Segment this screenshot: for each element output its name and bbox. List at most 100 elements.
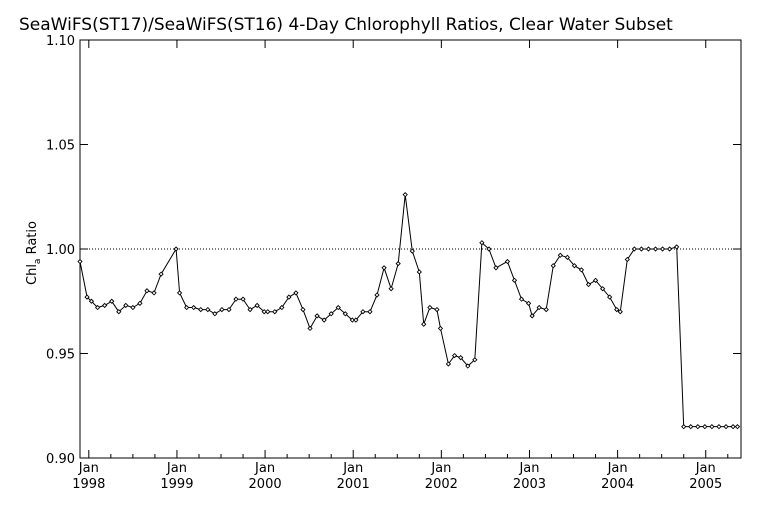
data-point bbox=[511, 277, 518, 283]
data-point bbox=[659, 246, 666, 252]
data-point bbox=[353, 317, 359, 323]
data-point bbox=[137, 300, 143, 306]
data-point bbox=[240, 296, 246, 302]
x-tick-label-year: 1998 bbox=[72, 477, 105, 492]
data-point bbox=[402, 192, 408, 198]
y-tick-label: 0.95 bbox=[46, 348, 75, 363]
x-tick-label-month: Jan bbox=[607, 461, 628, 476]
data-point bbox=[709, 424, 715, 430]
data-point bbox=[607, 294, 613, 300]
data-point bbox=[116, 309, 122, 315]
data-point bbox=[525, 300, 532, 306]
y-axis-label-main: Chl bbox=[25, 264, 40, 285]
series-line bbox=[79, 194, 738, 428]
data-point bbox=[723, 424, 729, 430]
data-point bbox=[688, 424, 694, 430]
data-point bbox=[77, 258, 83, 265]
data-point bbox=[666, 246, 673, 252]
data-point bbox=[472, 357, 478, 363]
data-point bbox=[176, 290, 183, 296]
chart-title: SeaWiFS(ST17)/SeaWiFS(ST16) 4-Day Chloro… bbox=[19, 15, 673, 35]
data-point bbox=[451, 352, 458, 359]
y-axis: 0.90 0.95 1.00 1.05 1.10 bbox=[46, 34, 741, 467]
data-point bbox=[416, 269, 422, 275]
data-point bbox=[254, 302, 260, 309]
data-point bbox=[617, 309, 623, 315]
data-point bbox=[173, 246, 179, 252]
x-tick-label-year: 2000 bbox=[249, 477, 282, 492]
x-tick-label-month: Jan bbox=[695, 461, 716, 476]
data-point bbox=[88, 298, 95, 304]
data-point bbox=[144, 288, 150, 294]
data-point bbox=[233, 296, 239, 302]
data-point bbox=[421, 321, 427, 327]
x-tick-label-year: 2003 bbox=[513, 477, 546, 492]
data-point bbox=[645, 246, 652, 252]
data-point bbox=[437, 325, 444, 332]
data-point bbox=[578, 267, 585, 273]
data-point bbox=[479, 240, 485, 246]
data-point bbox=[445, 361, 452, 367]
x-tick-label-month: Jan bbox=[518, 461, 539, 476]
data-point bbox=[434, 306, 440, 313]
data-point bbox=[300, 306, 306, 313]
data-point bbox=[585, 281, 592, 288]
data-point bbox=[465, 363, 471, 369]
data-point bbox=[205, 306, 211, 313]
data-point bbox=[638, 246, 645, 252]
data-point bbox=[695, 424, 701, 430]
x-tick-label-month: Jan bbox=[430, 461, 451, 476]
data-point bbox=[335, 304, 341, 311]
data-point bbox=[614, 306, 620, 313]
y-axis-label: Chla Ratio bbox=[25, 221, 43, 285]
data-point bbox=[151, 290, 157, 296]
data-point bbox=[184, 304, 190, 311]
x-tick-label-month: Jan bbox=[254, 461, 275, 476]
x-tick-label-year: 2002 bbox=[425, 477, 458, 492]
data-point bbox=[272, 309, 278, 315]
data-point bbox=[571, 263, 578, 269]
x-tick-label-month: Jan bbox=[342, 461, 363, 476]
data-point bbox=[652, 246, 659, 252]
data-point bbox=[409, 248, 415, 254]
data-point bbox=[367, 309, 373, 315]
data-point bbox=[342, 311, 348, 317]
data-point bbox=[102, 302, 108, 309]
x-tick-label-month: Jan bbox=[166, 461, 187, 476]
x-tick-label-year: 2001 bbox=[337, 477, 370, 492]
data-point bbox=[674, 244, 680, 250]
data-point bbox=[536, 304, 542, 311]
data-point bbox=[94, 304, 101, 311]
data-point bbox=[247, 306, 253, 313]
data-point bbox=[550, 263, 556, 269]
y-tick-label: 1.00 bbox=[46, 243, 75, 258]
x-tick-label-year: 1999 bbox=[160, 477, 193, 492]
data-point bbox=[427, 304, 433, 311]
data-point bbox=[279, 304, 285, 311]
data-point bbox=[557, 252, 563, 258]
data-point bbox=[564, 254, 571, 260]
series-group bbox=[77, 192, 741, 430]
data-point bbox=[212, 311, 218, 317]
data-point bbox=[529, 313, 535, 319]
data-point bbox=[395, 260, 401, 267]
data-point bbox=[624, 256, 630, 263]
y-tick-label: 0.90 bbox=[46, 452, 75, 467]
data-point bbox=[130, 304, 136, 311]
data-point bbox=[486, 246, 492, 252]
data-point bbox=[328, 311, 334, 317]
data-point bbox=[261, 309, 267, 315]
data-point bbox=[158, 271, 164, 277]
data-point bbox=[349, 317, 355, 323]
data-point bbox=[388, 286, 394, 292]
y-tick-label: 1.05 bbox=[46, 139, 75, 154]
data-point bbox=[543, 306, 549, 313]
x-tick-label-year: 2005 bbox=[689, 477, 722, 492]
data-point bbox=[681, 424, 687, 430]
data-point bbox=[191, 304, 197, 311]
data-point bbox=[592, 277, 599, 283]
data-point bbox=[730, 424, 736, 430]
data-point bbox=[286, 294, 292, 300]
data-point bbox=[226, 306, 232, 313]
